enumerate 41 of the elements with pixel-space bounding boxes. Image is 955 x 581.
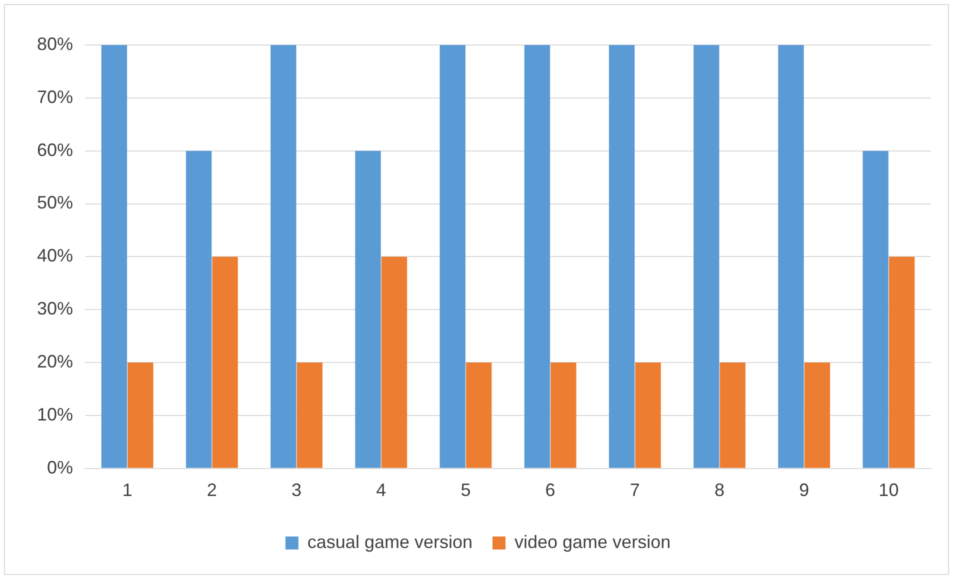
x-tick-label: 7: [630, 480, 640, 500]
legend-label: casual game version: [307, 532, 473, 552]
bar: [355, 150, 381, 468]
bar: [381, 256, 408, 468]
bar: [778, 45, 804, 468]
bar: [440, 45, 466, 468]
x-tick-label: 8: [714, 480, 725, 500]
y-tick-label: 20%: [36, 352, 74, 372]
bar: [635, 362, 661, 468]
bar: [694, 45, 720, 468]
bar: [550, 362, 576, 468]
y-tick-label: 70%: [36, 86, 74, 107]
bar: [524, 45, 550, 468]
bar: [128, 362, 154, 468]
bar: [186, 150, 212, 468]
bar: [212, 256, 238, 468]
y-tick-label: 30%: [36, 298, 74, 319]
y-tick-label: 60%: [36, 140, 74, 160]
bar: [466, 362, 492, 468]
y-tick-label: 50%: [36, 192, 74, 213]
y-tick-label: 0%: [47, 457, 74, 478]
x-tick-label: 1: [122, 480, 132, 500]
x-tick-label: 10: [878, 480, 899, 500]
bar: [608, 45, 635, 468]
bar: [888, 256, 915, 468]
bar: [720, 362, 746, 468]
bar: [804, 362, 830, 468]
bar: [270, 45, 296, 468]
x-tick-label: 3: [292, 480, 302, 500]
y-tick-label: 10%: [36, 404, 74, 424]
legend-label: video game version: [514, 532, 671, 552]
bar: [101, 45, 128, 468]
y-tick-label: 80%: [36, 34, 74, 54]
x-tick-label: 5: [460, 480, 471, 500]
bar: [862, 150, 888, 468]
x-tick-label: 9: [799, 480, 810, 500]
x-tick-label: 2: [206, 480, 217, 500]
y-tick-label: 40%: [36, 246, 74, 266]
x-tick-label: 6: [545, 480, 556, 500]
bar: [296, 362, 322, 468]
x-tick-label: 4: [376, 480, 386, 500]
